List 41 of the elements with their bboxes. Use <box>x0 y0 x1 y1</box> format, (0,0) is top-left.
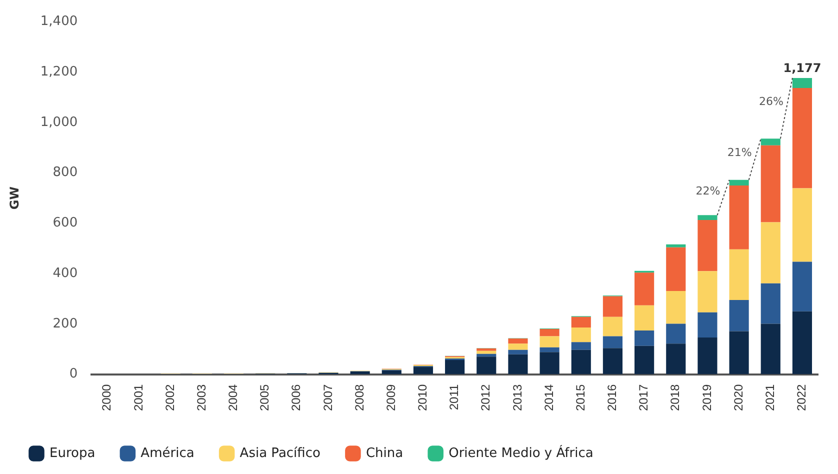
legend-label: América <box>140 446 194 461</box>
y-tick-label: 1,200 <box>40 64 78 80</box>
annotation: 22% <box>696 184 720 198</box>
y-tick-label: 1,400 <box>40 14 78 30</box>
x-tick-label: 2019 <box>700 384 714 412</box>
y-axis-title: GW <box>7 186 22 210</box>
x-tick-label: 2017 <box>636 384 651 412</box>
x-tick-label: 2004 <box>226 384 240 412</box>
x-tick-label: 2022 <box>794 384 809 412</box>
annotation: 26% <box>758 95 784 108</box>
x-tick-label: 2008 <box>352 384 366 412</box>
y-tick-label: 200 <box>52 316 78 332</box>
annotation: 21% <box>727 146 752 160</box>
x-tick-label: 2018 <box>668 384 682 412</box>
legend-label: Europa <box>50 446 96 461</box>
legend-label: Oriente Medio y África <box>448 444 594 461</box>
x-tick-label: 2016 <box>605 384 620 412</box>
x-tick-label: 2007 <box>320 384 335 412</box>
x-tick-label: 2012 <box>478 384 493 412</box>
y-tick-label: 800 <box>52 165 78 180</box>
x-tick-label: 2015 <box>573 384 588 412</box>
y-tick-label: 400 <box>52 266 78 281</box>
x-tick-label: 2014 <box>542 384 556 412</box>
x-tick-label: 2006 <box>289 384 304 412</box>
annotation: 1,177 <box>783 61 822 76</box>
x-tick-label: 2010 <box>416 384 430 412</box>
y-tick-label: 1,000 <box>40 114 78 130</box>
legend-label: China <box>366 446 404 461</box>
x-tick-label: 2011 <box>447 384 462 410</box>
x-tick-label: 2005 <box>258 384 272 412</box>
x-tick-label: 2009 <box>384 384 398 412</box>
x-tick-label: 2002 <box>162 384 177 412</box>
x-tick-label: 2021 <box>762 384 777 412</box>
x-tick-label: 2003 <box>194 384 208 412</box>
x-tick-label: 2020 <box>731 384 746 412</box>
y-tick-label: 0 <box>69 366 78 382</box>
y-tick-label: 600 <box>52 216 78 231</box>
x-tick-label: 2013 <box>510 384 524 412</box>
x-tick-label: 2000 <box>100 384 114 412</box>
legend-label: Asia Pacífico <box>240 446 320 461</box>
x-tick-label: 2001 <box>131 384 146 412</box>
